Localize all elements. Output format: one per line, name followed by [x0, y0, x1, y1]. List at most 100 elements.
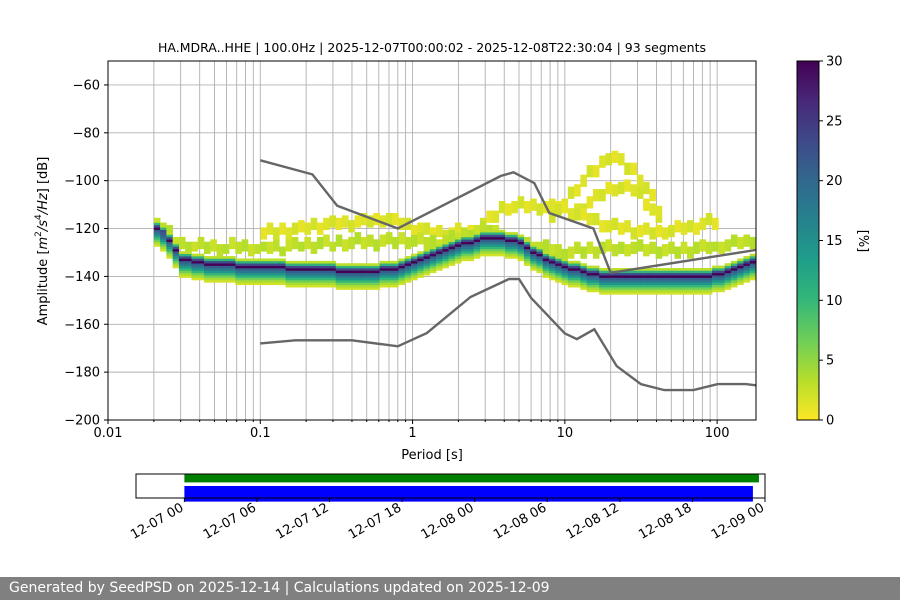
- density-cell: [285, 282, 293, 286]
- density-cell: [316, 279, 324, 283]
- density-cell: [392, 244, 399, 247]
- density-cell: [592, 193, 600, 197]
- density-cell: [561, 198, 569, 202]
- density-cell: [536, 270, 544, 274]
- density-cell: [730, 279, 738, 283]
- density-cell: [618, 155, 625, 159]
- density-cell: [630, 184, 638, 187]
- density-cell: [668, 246, 675, 250]
- density-cell: [687, 227, 694, 231]
- density-cell: [693, 227, 700, 231]
- density-cell: [730, 241, 738, 245]
- density-cell: [216, 272, 224, 276]
- density-cell: [574, 282, 581, 286]
- density-cell: [316, 236, 324, 240]
- density-cell: [605, 287, 613, 290]
- density-cell: [254, 282, 261, 286]
- density-cell: [304, 277, 311, 281]
- density-cell: [661, 246, 669, 250]
- density-cell: [260, 241, 268, 245]
- density-cell: [454, 239, 462, 242]
- density-cell: [743, 234, 751, 238]
- density-cell: [586, 167, 594, 171]
- density-cell: [247, 248, 255, 252]
- density-cell: [561, 251, 569, 254]
- density-cell: [266, 248, 274, 252]
- density-cell: [636, 229, 644, 233]
- density-cell: [505, 248, 512, 252]
- density-cell: [304, 241, 311, 245]
- density-cell: [285, 246, 293, 250]
- density-cell: [310, 263, 318, 266]
- density-cell: [643, 251, 650, 254]
- density-cell: [555, 201, 562, 204]
- density-cell: [298, 282, 305, 286]
- density-cell: [323, 284, 330, 288]
- density-cell: [687, 279, 694, 283]
- density-cell: [204, 256, 211, 259]
- density-cell: [636, 184, 644, 187]
- density-cell: [160, 227, 167, 231]
- density-cell: [561, 203, 569, 207]
- density-cell: [467, 234, 475, 238]
- density-cell: [730, 275, 738, 278]
- density-cell: [574, 184, 581, 187]
- density-cell: [298, 268, 305, 271]
- density-cell: [480, 236, 487, 240]
- density-cell: [674, 251, 682, 254]
- density-cell: [661, 253, 669, 257]
- density-cell: [436, 234, 443, 238]
- density-cell: [210, 272, 217, 276]
- density-cell: [624, 184, 631, 187]
- density-cell: [523, 258, 531, 262]
- density-cell: [210, 246, 217, 250]
- timeline-tick-label: 12-09 00: [709, 500, 767, 542]
- density-cell: [417, 268, 424, 271]
- density-cell: [153, 220, 161, 223]
- density-cell: [555, 272, 562, 276]
- density-cell: [178, 272, 186, 276]
- density-cell: [624, 272, 631, 276]
- density-cell: [505, 232, 512, 235]
- density-cell: [636, 246, 644, 250]
- density-cell: [379, 224, 387, 228]
- density-cell: [379, 239, 387, 242]
- density-cell: [655, 232, 663, 235]
- density-cell: [574, 186, 581, 190]
- density-cell: [737, 263, 744, 266]
- density-cell: [618, 181, 625, 185]
- density-cell: [417, 232, 424, 235]
- density-cell: [699, 224, 707, 228]
- density-cell: [712, 268, 719, 271]
- density-cell: [442, 236, 449, 240]
- density-cell: [523, 246, 531, 250]
- density-cell: [273, 277, 280, 281]
- density-cell: [743, 244, 751, 247]
- density-cell: [411, 268, 418, 271]
- density-cell: [567, 217, 575, 221]
- density-cell: [561, 282, 569, 286]
- density-cell: [486, 239, 493, 242]
- density-cell: [473, 227, 481, 231]
- density-cell: [655, 270, 663, 274]
- density-cell: [492, 220, 500, 223]
- density-cell: [643, 227, 650, 231]
- density-cell: [643, 289, 650, 293]
- density-cell: [624, 224, 631, 228]
- colorbar-tick-label: 25: [826, 114, 843, 129]
- density-cell: [247, 265, 255, 269]
- density-cell: [699, 291, 707, 295]
- density-cell: [624, 277, 631, 281]
- density-cell: [379, 275, 387, 278]
- density-cell: [178, 275, 186, 278]
- density-cell: [210, 258, 217, 262]
- density-cell: [561, 275, 569, 278]
- density-cell: [561, 268, 569, 271]
- density-cell: [687, 246, 694, 250]
- density-cell: [404, 246, 412, 250]
- density-cell: [222, 256, 230, 259]
- density-cell: [461, 232, 468, 235]
- y-tick-label: −200: [64, 414, 100, 429]
- density-cell: [599, 289, 606, 293]
- density-cell: [473, 232, 481, 235]
